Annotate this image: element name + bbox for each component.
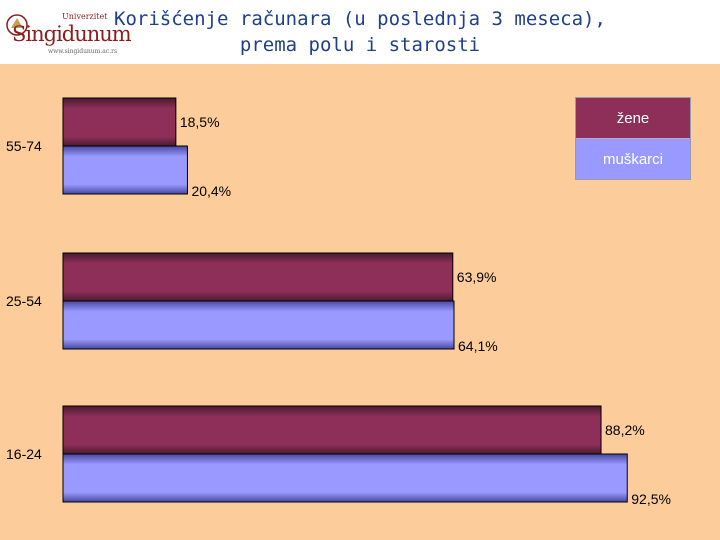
title-line-1: Korišćenje računara (u poslednja 3 mesec… <box>114 8 606 30</box>
data-label-men-16-24: 92,5% <box>631 491 671 507</box>
data-label-women-16-24: 88,2% <box>605 422 645 438</box>
logo-emblem-icon <box>6 14 28 36</box>
legend-item-women: žene <box>576 98 690 138</box>
bar-women-25-54 <box>62 252 454 302</box>
page-title: Korišćenje računara (u poslednja 3 mesec… <box>100 6 620 58</box>
title-line-2: prema polu i starosti <box>239 34 481 56</box>
bar-women-16-24 <box>62 405 602 455</box>
header: Univerzitet Singidunum www.singidunum.ac… <box>0 0 720 64</box>
category-label-25-54: 25-54 <box>6 293 42 309</box>
logo-top-text: Univerzitet <box>62 12 108 21</box>
logo-name: Singidunum <box>12 22 132 46</box>
bar-women-55-74 <box>62 97 177 147</box>
bar-men-16-24 <box>62 453 628 503</box>
bar-chart: 55-74 18,5% 20,4% 25-54 63,9% 64,1% 16-24 88,2%… <box>6 97 671 507</box>
data-label-men-55-74: 20,4% <box>191 183 231 199</box>
legend-item-men: muškarci <box>576 138 690 179</box>
bar-men-25-54 <box>62 300 455 350</box>
category-label-55-74: 55-74 <box>6 138 42 154</box>
chart-legend: žene muškarci <box>575 97 691 180</box>
logo-url: www.singidunum.ac.rs <box>48 48 118 55</box>
category-label-16-24: 16-24 <box>6 446 42 462</box>
data-label-men-25-54: 64,1% <box>458 338 498 354</box>
data-label-women-25-54: 63,9% <box>457 269 497 285</box>
university-logo: Univerzitet Singidunum www.singidunum.ac… <box>6 10 132 58</box>
data-label-women-55-74: 18,5% <box>180 114 220 130</box>
bar-men-55-74 <box>62 145 188 195</box>
